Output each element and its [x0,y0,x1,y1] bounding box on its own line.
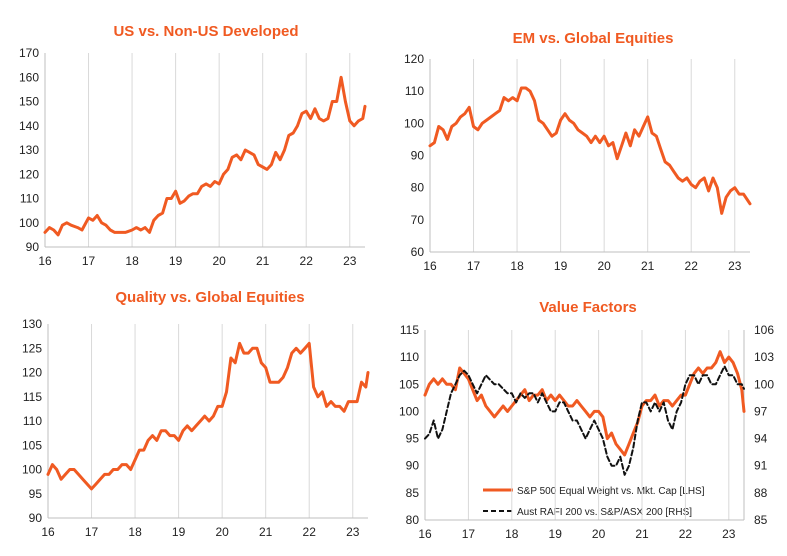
y2-tick-label: 88 [754,486,768,500]
x-tick-label: 20 [597,259,611,273]
x-tick-label: 18 [505,527,519,541]
x-tick-label: 16 [418,527,432,541]
x-tick-label: 21 [641,259,655,273]
y-tick-label: 60 [411,245,425,259]
y-tick-label: 100 [22,463,42,477]
legend: S&P 500 Equal Weight vs. Mkt. Cap [LHS] … [483,486,705,518]
x-tick-label: 20 [215,525,229,539]
y-tick-label: 160 [19,70,39,84]
x-tick-label: 23 [346,525,360,539]
grid [44,53,351,247]
x-tick-label: 19 [169,254,183,268]
y-tick-label: 170 [19,46,39,60]
y-tick-label: 105 [22,438,42,452]
y-tick-label: 85 [406,486,420,500]
y-tick-label: 110 [23,414,42,428]
y-tick-label: 90 [406,459,420,473]
y2-tick-label: 91 [754,459,768,473]
y-tick-label: 80 [411,181,425,195]
chart-us-vs-non-us: US vs. Non-US Developed 16 17 18 19 20 21 22 23… [19,23,367,268]
y2-tick-label: 85 [754,513,768,527]
y2-tick-label: 103 [754,350,774,364]
y-tick-label: 90 [29,511,43,525]
y2-tick-label: 106 [754,323,774,337]
x-tick-label: 22 [685,259,699,273]
x-tick-label: 18 [510,259,524,273]
x-tick-label: 22 [303,525,317,539]
series-line-0 [46,341,370,491]
legend-label-sp500: S&P 500 Equal Weight vs. Mkt. Cap [LHS] [517,486,705,497]
y2-tick-label: 94 [754,432,768,446]
y-tick-label: 100 [404,116,424,130]
y-tick-label: 90 [411,149,425,163]
x-tick-label: 17 [82,254,96,268]
x-tick-label: 17 [85,525,99,539]
series-line-0 [428,86,752,215]
y-tick-label: 150 [19,95,39,109]
chart-title-value-factors: Value Factors [539,299,637,316]
y-tick-label: 120 [22,366,42,380]
legend-label-rafi: Aust RAFI 200 vs. S&P/ASX 200 [RHS] [517,507,692,518]
x-tick-label: 18 [125,254,139,268]
x-tick-label: 21 [256,254,270,268]
x-tick-label: 23 [343,254,357,268]
y-tick-label: 70 [411,213,425,227]
chart-quality-vs-global: Quality vs. Global Equities 16 17 18 19 20 21… [22,289,370,539]
y-tick-label: 90 [26,240,40,254]
chart-title-em-vs-global: EM vs. Global Equities [513,30,674,47]
x-tick-label: 23 [722,527,736,541]
y-tick-label: 110 [405,84,424,98]
x-tick-label: 18 [128,525,142,539]
y-tick-label: 125 [22,341,42,355]
grid [429,59,736,252]
series-line-0 [423,350,746,457]
x-tick-label: 21 [259,525,273,539]
series-line-1 [424,365,745,476]
y2-tick-label: 97 [754,404,768,418]
y-tick-label: 95 [29,487,43,501]
y2-tick-label: 100 [754,377,774,391]
x-tick-label: 17 [462,527,476,541]
x-tick-label: 17 [467,259,481,273]
x-tick-label: 20 [592,527,606,541]
chart-title-us-vs-non-us: US vs. Non-US Developed [113,23,298,40]
x-tick-label: 16 [38,254,52,268]
y-tick-label: 140 [19,119,39,133]
x-tick-label: 21 [635,527,649,541]
chart-em-vs-global: EM vs. Global Equities 16 17 18 19 20 21 22 23 6… [404,30,752,273]
y-tick-label: 115 [23,390,42,404]
x-tick-label: 16 [423,259,437,273]
y-tick-label: 130 [19,143,39,157]
chart-title-quality-vs-global: Quality vs. Global Equities [115,289,304,306]
y-tick-label: 120 [19,167,39,181]
x-tick-label: 20 [212,254,226,268]
x-tick-label: 19 [172,525,186,539]
y-tick-label: 100 [19,216,39,230]
y-tick-label: 95 [406,432,420,446]
chart-value-factors: Value Factors S&P 500 Equal Weight vs. M… [399,299,774,541]
y-tick-label: 110 [400,350,419,364]
y-tick-label: 100 [399,404,419,418]
y-tick-label: 110 [20,192,39,206]
y-tick-label: 115 [400,323,419,337]
y-tick-label: 120 [404,52,424,66]
y-tick-label: 105 [399,377,419,391]
x-tick-label: 16 [41,525,55,539]
x-tick-label: 19 [549,527,563,541]
series-line-0 [43,75,367,237]
x-tick-label: 23 [728,259,742,273]
x-tick-label: 22 [679,527,693,541]
x-tick-label: 19 [554,259,568,273]
x-tick-label: 22 [300,254,314,268]
y-tick-label: 130 [22,317,42,331]
y-tick-label: 80 [406,513,420,527]
